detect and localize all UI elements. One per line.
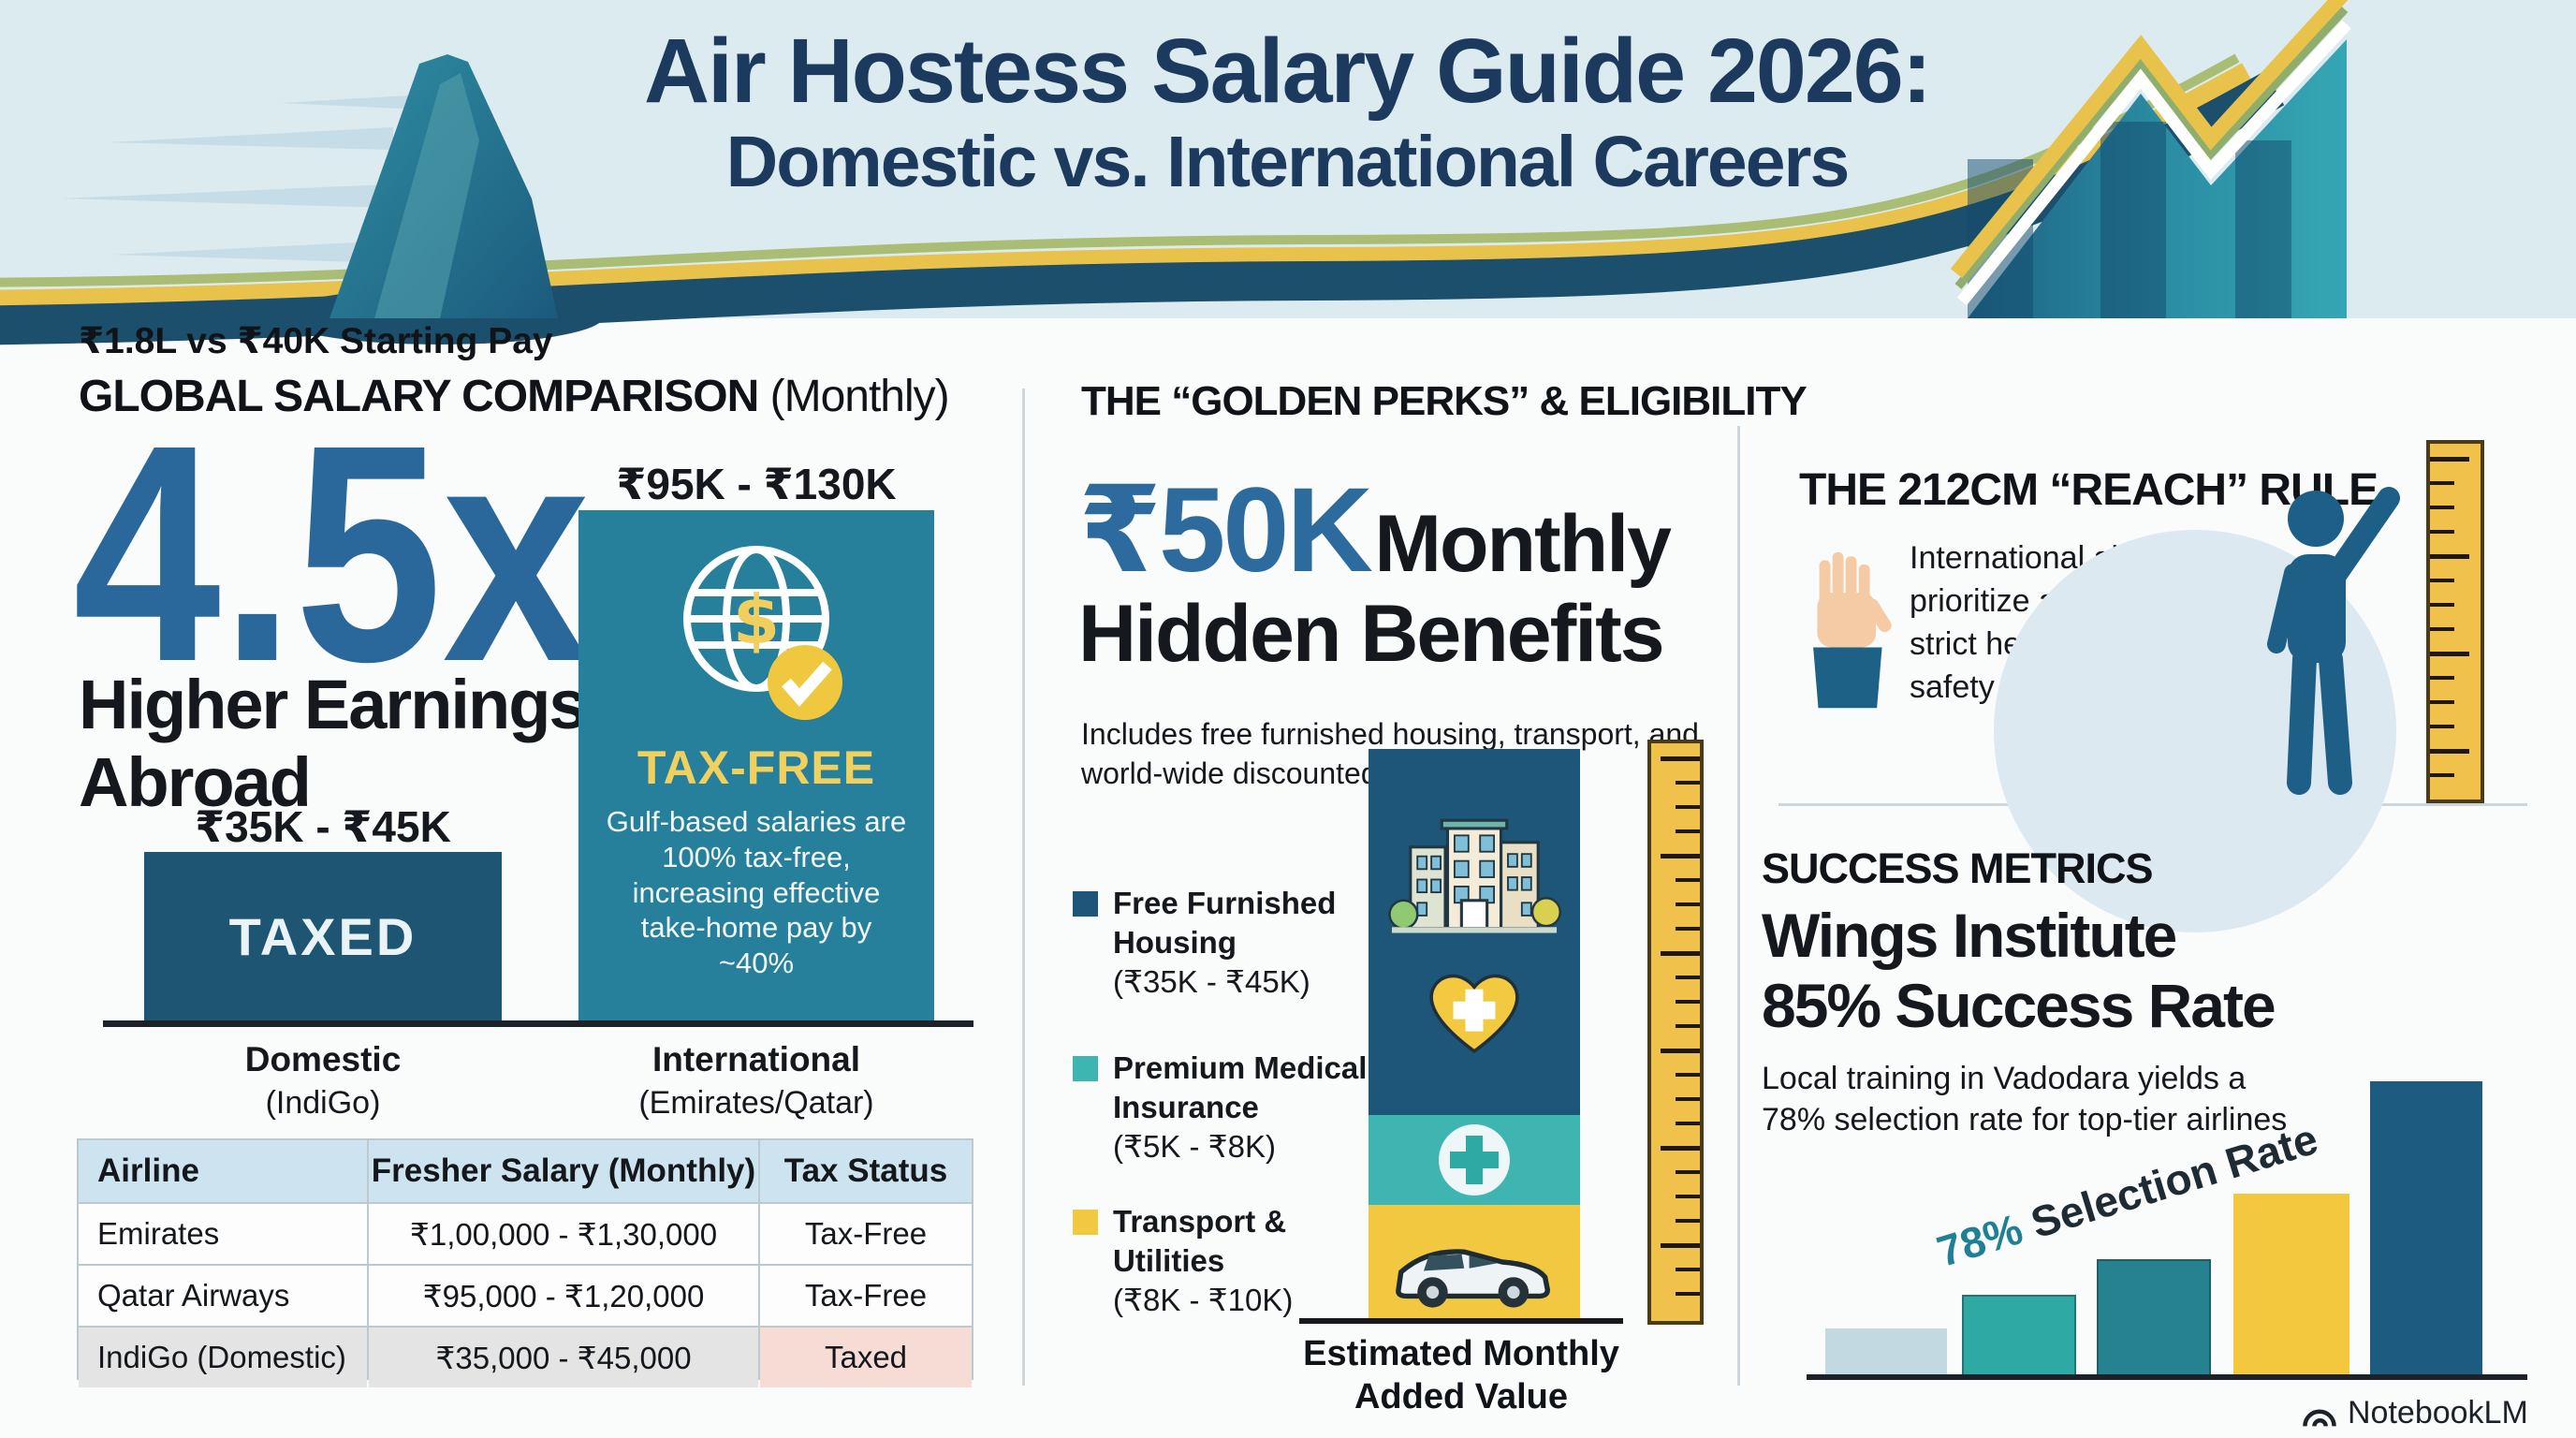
legend-swatch-transport-icon [1073, 1210, 1098, 1235]
table-header-airline: Airline [79, 1140, 367, 1202]
table-header-salary: Fresher Salary (Monthly) [369, 1140, 758, 1202]
success-chart-axis [1807, 1374, 2527, 1380]
salary-comparison-heading-suffix: (Monthly) [758, 372, 950, 421]
hand-icon [1813, 551, 1892, 709]
multiplier-caption: Higher Earnings Abroad [79, 666, 588, 822]
ruler-ticks-long [2430, 457, 2469, 786]
success-title-line2: 85% Success Rate [1762, 971, 2276, 1041]
notebooklm-brand: NotebookLM [2301, 1395, 2528, 1431]
legend-label: Premium Medical Insurance [1113, 1050, 1368, 1125]
globe-dollar-icon: $ [683, 546, 842, 720]
legend-swatch-housing-icon [1073, 891, 1098, 917]
ruler-icon [1647, 740, 1704, 1325]
table-cell-salary: ₹35,000 - ₹45,000 [369, 1328, 758, 1387]
benefit-amount: ₹50K [1078, 463, 1373, 597]
success-title: Wings Institute 85% Success Rate [1762, 901, 2276, 1041]
page-title: Air Hostess Salary Guide 2026: Domestic … [281, 20, 2293, 202]
benefit-amount-word: Monthly [1374, 499, 1672, 589]
salary-comparison-heading-bold: GLOBAL SALARY COMPARISON [79, 372, 759, 421]
legend-item-housing: Free Furnished Housing (₹35K - ₹45K) [1073, 884, 1382, 1003]
golden-perks-heading: THE “GOLDEN PERKS” & ELIGIBILITY [1081, 378, 1808, 424]
international-axis-label: International (Emirates/Qatar) [578, 1037, 934, 1123]
divider-middle-right [1737, 426, 1740, 1386]
table-cell-airline: IndiGo (Domestic) [79, 1328, 367, 1387]
table-cell-airline: Emirates [79, 1204, 367, 1264]
benefits-stacked-bar [1368, 749, 1580, 1318]
international-salary-bar: $ TAX-FREE Gulf-based salaries are 100% … [578, 510, 934, 1020]
person-reaching-icon [2267, 487, 2400, 795]
legend-range: (₹35K - ₹45K) [1113, 964, 1310, 1000]
table-cell-airline: Qatar Airways [79, 1266, 367, 1326]
taxed-label: TAXED [228, 906, 417, 966]
hidden-benefits-line1: ₹50K Monthly [1078, 461, 1672, 600]
success-title-line1: Wings Institute [1762, 901, 2177, 970]
success-bar-3 [2097, 1259, 2211, 1374]
growth-chart-icon [1950, 0, 2351, 318]
hidden-benefits-line2: Hidden Benefits [1078, 589, 1665, 679]
legend-text-medical: Premium Medical Insurance (₹5K - ₹8K) [1113, 1049, 1382, 1167]
international-range-label: ₹95K - ₹130K [616, 460, 897, 508]
legend-item-medical: Premium Medical Insurance (₹5K - ₹8K) [1073, 1049, 1382, 1167]
stack-segment-medical [1368, 1115, 1580, 1205]
table-cell-salary: ₹95,000 - ₹1,20,000 [369, 1266, 758, 1326]
international-axis-label-sub: (Emirates/Qatar) [638, 1085, 874, 1122]
success-bar-1 [1825, 1328, 1947, 1374]
table-header-tax: Tax Status [760, 1140, 972, 1202]
legend-range: (₹8K - ₹10K) [1113, 1283, 1294, 1318]
notebooklm-label: NotebookLM [2348, 1395, 2528, 1431]
stack-segment-transport [1368, 1205, 1580, 1318]
legend-range: (₹5K - ₹8K) [1113, 1129, 1277, 1165]
domestic-salary-bar: TAXED [144, 852, 502, 1020]
airplane-tail-icon [276, 54, 604, 345]
stack-segment-housing [1368, 749, 1580, 1115]
table-cell-tax: Tax-Free [760, 1266, 972, 1326]
reach-rule-heading: THE 212CM “REACH” RULE [1799, 465, 2378, 515]
svg-text:$: $ [733, 580, 780, 659]
notebooklm-logo-icon [2303, 1409, 2336, 1427]
international-axis-label-bold: International [651, 1040, 861, 1078]
title-line-2: Domestic vs. International Careers [725, 121, 1851, 202]
left-chart-axis [103, 1020, 973, 1027]
medical-cross-icon [1439, 1124, 1510, 1196]
domestic-axis-label: Domestic (IndiGo) [144, 1037, 502, 1123]
multiplier-caption-line2: Abroad [79, 742, 312, 821]
title-line-1: Air Hostess Salary Guide 2026: [643, 20, 1932, 122]
taxfree-badge: TAX-FREE [637, 741, 876, 794]
success-bar-chart [1807, 1058, 2527, 1374]
legend-label: Transport & Utilities [1113, 1204, 1287, 1279]
salary-comparison-heading: GLOBAL SALARY COMPARISON (Monthly) [79, 371, 950, 422]
legend-item-transport: Transport & Utilities (₹8K - ₹10K) [1073, 1202, 1382, 1321]
heart-cross-icon [1429, 974, 1519, 1053]
success-bar-5 [2370, 1081, 2482, 1374]
legend-swatch-medical-icon [1073, 1056, 1098, 1081]
building-icon [1388, 818, 1561, 933]
multiplier-value: 4.5x [73, 380, 591, 726]
car-icon [1396, 1248, 1551, 1308]
success-bar-4 [2233, 1194, 2349, 1374]
benefits-axis-label: Estimated Monthly Added Value [1303, 1334, 1619, 1416]
domestic-axis-label-sub: (IndiGo) [265, 1085, 381, 1122]
success-metrics-heading: SUCCESS METRICS [1762, 844, 2154, 892]
success-bar-2 [1962, 1295, 2076, 1374]
divider-left-middle [1022, 389, 1025, 1386]
starting-pay-kicker: ₹1.8L vs ₹40K Starting Pay [79, 321, 553, 361]
success-description: Local training in Vadodara yields a 78% … [1762, 1061, 2288, 1138]
banner-decoration [0, 0, 2576, 345]
ruler-ticks-long [1661, 756, 1700, 1308]
table-cell-salary: ₹1,00,000 - ₹1,30,000 [369, 1204, 758, 1264]
legend-label: Free Furnished Housing [1113, 886, 1337, 961]
height-ruler-icon [2426, 440, 2484, 803]
airline-salary-table: Airline Fresher Salary (Monthly) Tax Sta… [77, 1138, 973, 1387]
legend-text-transport: Transport & Utilities (₹8K - ₹10K) [1113, 1202, 1382, 1321]
benefits-axis [1299, 1318, 1623, 1324]
table-cell-tax: Tax-Free [760, 1204, 972, 1264]
table-cell-tax: Taxed [760, 1328, 972, 1387]
legend-text-housing: Free Furnished Housing (₹35K - ₹45K) [1113, 884, 1382, 1003]
taxfree-note: Gulf-based salaries are 100% tax-free, i… [606, 805, 907, 980]
multiplier-caption-line1: Higher Earnings [79, 666, 588, 743]
domestic-range-label: ₹35K - ₹45K [195, 802, 451, 851]
domestic-axis-label-bold: Domestic [244, 1040, 402, 1078]
